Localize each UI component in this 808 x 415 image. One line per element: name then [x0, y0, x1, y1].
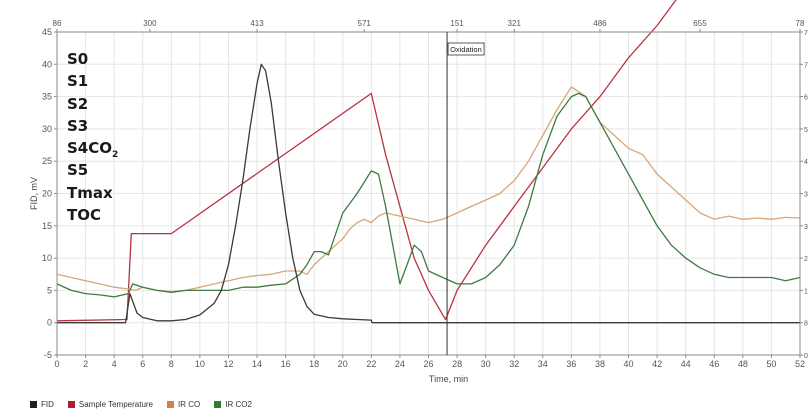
param-s1: S1	[67, 72, 89, 91]
legend-label-fid: FID	[41, 399, 54, 409]
x-tick-label: 24	[395, 359, 405, 369]
legend-item-fid[interactable]: FID	[30, 400, 54, 409]
y-tick-label: 30	[42, 124, 52, 134]
right-tick-label: 63	[804, 95, 808, 102]
axes: 0 2 4 6 8 10 12 14 16 18 20 22 24 26 28 30 32 34 36 38 40 42 4…	[29, 19, 808, 384]
legend-item-ir-co[interactable]: IR CO	[167, 400, 200, 409]
x-tick-label: 14	[252, 359, 262, 369]
x-tick-label: 36	[566, 359, 576, 369]
y-tick-label: 0	[47, 318, 52, 328]
top-tick-label: 151	[450, 19, 464, 28]
y-tick-label: 10	[42, 253, 52, 263]
y-tick-label: -5	[44, 350, 52, 360]
y-tick-label: 5	[47, 285, 52, 295]
right-tick-label: 16	[804, 288, 808, 295]
x-tick-label: 22	[366, 359, 376, 369]
y-tick-label: 15	[42, 221, 52, 231]
x-tick-label: 38	[595, 359, 605, 369]
y-tick-label: 25	[42, 156, 52, 166]
series-line-fid	[57, 63, 800, 324]
oxidation-label-box	[447, 42, 485, 56]
x-tick-label: 8	[169, 359, 174, 369]
top-tick-label: 413	[250, 19, 264, 28]
param-s3: S3	[67, 116, 89, 135]
x-tick-label: 44	[681, 359, 691, 369]
right-tick-label: 78	[804, 30, 808, 37]
param-s0: S0	[67, 50, 89, 68]
y-tick-label: 40	[42, 59, 52, 69]
param-s4co2-main: S4CO	[67, 139, 112, 158]
x-tick-label: 52	[795, 359, 805, 369]
x-tick-label: 4	[112, 359, 117, 369]
right-tick-label: 32	[804, 224, 808, 231]
x-tick-label: 18	[309, 359, 319, 369]
x-tick-label: 16	[281, 359, 291, 369]
right-tick-label: 39	[804, 192, 808, 199]
param-s4co2: S4CO2	[67, 137, 119, 161]
x-tick-label: 28	[452, 359, 462, 369]
top-tick-label: 321	[508, 19, 522, 28]
x-tick-label: 6	[140, 359, 145, 369]
x-tick-label: 30	[481, 359, 491, 369]
param-toc: TOC	[67, 206, 101, 225]
x-tick-label: 46	[709, 359, 719, 369]
oxidation-label: Oxidation	[450, 45, 482, 54]
top-tick-label: 571	[358, 19, 372, 28]
x-tick-label: 32	[509, 359, 519, 369]
x-tick-label: 42	[652, 359, 662, 369]
legend-swatch-ir-co2	[214, 400, 222, 408]
right-tick-label: 8.7	[804, 321, 808, 328]
x-tick-label: 40	[624, 359, 634, 369]
right-tick-label: 47	[804, 159, 808, 166]
right-tick-label: 55	[804, 127, 808, 134]
legend-swatch-ir-co	[167, 400, 175, 408]
x-axis-title: Time, min	[429, 374, 468, 384]
parameter-list: S0 S1 S2 S3 S4CO2 S5 Tmax TOC	[67, 48, 118, 226]
series-layer	[56, 0, 801, 324]
right-tick-label: 0.9	[804, 353, 808, 360]
param-s5: S5	[67, 161, 89, 180]
top-tick-label: 655	[693, 19, 707, 28]
legend-label-ir-co: IR CO	[178, 399, 201, 409]
y-tick-label: 45	[42, 27, 52, 37]
top-tick-label: 86	[53, 19, 62, 28]
legend-swatch-fid	[30, 400, 37, 408]
right-tick-label: 71	[804, 62, 808, 69]
right-tick-label: 24	[804, 256, 808, 263]
legend-label-sample-temperature: Sample Temperature	[78, 399, 154, 409]
param-tmax: Tmax	[67, 183, 113, 202]
x-tick-label: 2	[83, 359, 88, 369]
x-tick-label: 48	[738, 359, 748, 369]
top-tick-label: 486	[593, 19, 607, 28]
param-s4co2-subscript: 2	[112, 150, 119, 161]
x-tick-label: 12	[223, 359, 233, 369]
y-tick-label: 20	[42, 189, 52, 199]
x-tick-label: 50	[766, 359, 776, 369]
x-tick-label: 0	[54, 359, 59, 369]
series-line-ir-co2	[56, 92, 801, 298]
x-tick-label: 34	[538, 359, 548, 369]
series-line-sample-temperature	[56, 0, 677, 322]
annotation-layer: Oxidation	[446, 32, 485, 355]
y-tick-label: 35	[42, 92, 52, 102]
legend: FID Sample Temperature IR CO IR CO2	[30, 398, 266, 410]
y-axis-title: FID, mV	[29, 177, 39, 210]
x-tick-label: 26	[423, 359, 433, 369]
top-tick-label: 78	[796, 19, 805, 28]
top-tick-label: 300	[143, 19, 157, 28]
legend-item-sample-temperature[interactable]: Sample Temperature	[67, 399, 154, 409]
legend-item-ir-co2[interactable]: IR CO2	[214, 400, 252, 409]
legend-label-ir-co2: IR CO2	[225, 399, 252, 409]
x-tick-label: 20	[338, 359, 348, 369]
x-tick-label: 10	[195, 359, 205, 369]
legend-swatch-sample-temperature	[67, 400, 75, 408]
param-s2: S2	[67, 94, 89, 113]
